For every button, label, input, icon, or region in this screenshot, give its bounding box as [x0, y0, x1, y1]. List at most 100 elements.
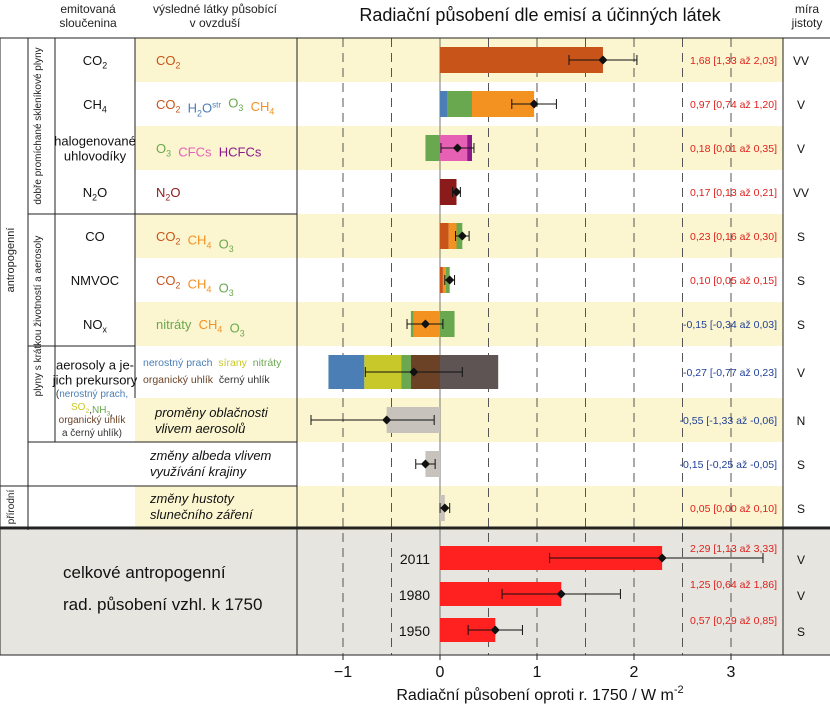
bar-segment — [448, 223, 457, 249]
value-label: 0,05 [0,00 až 0,10] — [690, 503, 777, 515]
row-stripe — [135, 442, 783, 486]
best-estimate-marker — [529, 99, 539, 109]
total-value-label: 0,57 [0,29 až 0,85] — [690, 615, 777, 627]
header-result-1: výsledné látky působící — [153, 2, 278, 16]
confidence-label: V — [797, 98, 805, 112]
confidence-label: V — [797, 142, 805, 156]
bar-segment — [440, 179, 457, 205]
row-stripe — [135, 398, 783, 442]
albedo-label-2: využívání krajiny — [150, 464, 248, 479]
value-label: -0,15 [-0,25 až -0,05] — [680, 459, 778, 471]
value-label: 1,68 [1,33 až 2,03] — [690, 55, 777, 67]
confidence-label: S — [797, 458, 805, 472]
value-label: -0,15 [-0,34 až 0,03] — [683, 319, 777, 331]
confidence-label: V — [797, 366, 805, 380]
value-label: 0,10 [0,05 až 0,15] — [690, 275, 777, 287]
total-year-label: 1950 — [399, 623, 430, 639]
row-stripe — [135, 258, 783, 302]
value-label: 0,17 [0,13 až 0,21] — [690, 187, 777, 199]
best-estimate-marker — [420, 459, 430, 469]
confidence-label: S — [797, 274, 805, 288]
cloud-label-1: proměny oblačnosti — [154, 405, 269, 420]
best-estimate-marker — [420, 319, 430, 329]
x-tick-label: 3 — [727, 664, 736, 681]
species-label: CO2 CH4 O3 — [156, 273, 234, 298]
value-label: 0,18 [0,01 až 0,35] — [690, 143, 777, 155]
error-bars — [310, 55, 764, 635]
x-tick-label: 1 — [533, 664, 542, 681]
bar-segment — [440, 223, 449, 249]
group-label-short-lived: plyny s krátkou životností a aerosoly — [33, 236, 44, 397]
emitted-label: CO — [85, 229, 105, 244]
best-estimate-marker — [445, 275, 455, 285]
x-tick-label: −1 — [334, 664, 352, 681]
chart-title: Radiační působení dle emisí a účinných l… — [359, 5, 721, 25]
total-year-label: 1980 — [399, 587, 430, 603]
group-label-well-mixed: dobře promíchané skleníkové plyny — [33, 47, 44, 204]
emitted-label: CH4 — [83, 97, 107, 115]
table-frame — [0, 37, 830, 656]
resulting-species: CO2 CO2 H2Ostr O3 CH4 O3 CFCs HCFCs N2O CO2 … — [156, 53, 274, 338]
species-label: nitráty CH4 O3 — [156, 317, 245, 338]
row-stripe — [135, 302, 783, 346]
best-estimate-marker — [382, 415, 392, 425]
value-label: -0,27 [-0,77 až 0,23] — [683, 367, 777, 379]
total-value-label: 2,29 [1,13 až 3,33] — [690, 543, 777, 555]
best-estimate-marker — [556, 589, 566, 599]
bar-segment — [328, 355, 365, 389]
best-estimate-marker — [440, 503, 450, 513]
totals-label-2: rad. působení vzhl. k 1750 — [63, 595, 262, 614]
aerosol-precursor-line: SO2,NH3, — [71, 402, 113, 419]
best-estimate-marker — [451, 187, 461, 197]
header-result-2: v ovzduší — [190, 16, 241, 30]
best-estimate-marker — [457, 231, 467, 241]
best-estimate-marker — [490, 625, 500, 635]
value-label: 0,97 [0,74 až 1,20] — [690, 99, 777, 111]
header-emitted-2: sloučenina — [59, 16, 117, 30]
total-confidence-label: V — [797, 553, 805, 567]
aerosol-precursor-line: a černý uhlík) — [62, 428, 122, 439]
emitted-label: CO2 — [83, 53, 108, 71]
aerosol-legend-line-2: organický uhlík černý uhlík — [143, 374, 270, 386]
header-confidence-2: jistoty — [791, 16, 823, 30]
emitted-label: NMVOC — [71, 273, 119, 288]
species-label: CO2 H2Ostr O3 CH4 — [156, 95, 274, 118]
bar-segment — [447, 91, 473, 117]
aerosol-precursor-line: (nerostný prach, — [56, 389, 128, 400]
confidence-label: S — [797, 230, 805, 244]
header-confidence-1: míra — [795, 2, 819, 16]
total-confidence-label: S — [797, 625, 805, 639]
totals-label-1: celkové antropogenní — [63, 563, 226, 582]
total-year-label: 2011 — [400, 551, 430, 567]
group-label-anthropogenic: antropogenní — [5, 228, 17, 293]
x-axis-label: Radiační působení oproti r. 1750 / W m-2 — [396, 684, 683, 704]
emitted-label: jich prekursory — [52, 373, 138, 388]
species-label: N2O — [156, 185, 180, 203]
bar-segment — [440, 311, 455, 337]
aerosol-precursor-line: organický uhlík — [59, 415, 127, 426]
aerosol-legend-line-1: nerostný prach sírany nitráty — [143, 357, 282, 369]
header-emitted-1: emitovaná — [60, 2, 116, 16]
bar-segment — [425, 135, 440, 161]
species-label: CO2 CH4 O3 — [156, 229, 234, 254]
best-estimate-marker — [657, 553, 667, 563]
value-label: -0,55 [-1,33 až -0,06] — [680, 415, 778, 427]
x-tick-label: 2 — [630, 664, 639, 681]
solar-label-1: změny hustoty — [149, 491, 235, 506]
row-stripe — [135, 486, 783, 530]
emitted-label: aerosoly a je- — [56, 358, 134, 373]
species-label: CO2 — [156, 53, 181, 71]
bar-segment — [440, 267, 443, 293]
emitted-label: uhlovodíky — [64, 149, 127, 164]
group-label-natural: přírodní — [6, 490, 17, 525]
best-estimate-marker — [452, 143, 462, 153]
aerosol-precursors: (nerostný prach, SO2,NH3,organický uhlík a… — [56, 389, 128, 439]
value-label: 0,23 [0,16 až 0,30] — [690, 231, 777, 243]
total-confidence-label: V — [797, 589, 805, 603]
cloud-label-2: vlivem aerosolů — [155, 421, 245, 436]
x-tick-label: 0 — [436, 664, 445, 681]
species-label: O3 CFCs HCFCs — [156, 141, 262, 160]
total-value-label: 1,25 [0,64 až 1,86] — [690, 579, 777, 591]
